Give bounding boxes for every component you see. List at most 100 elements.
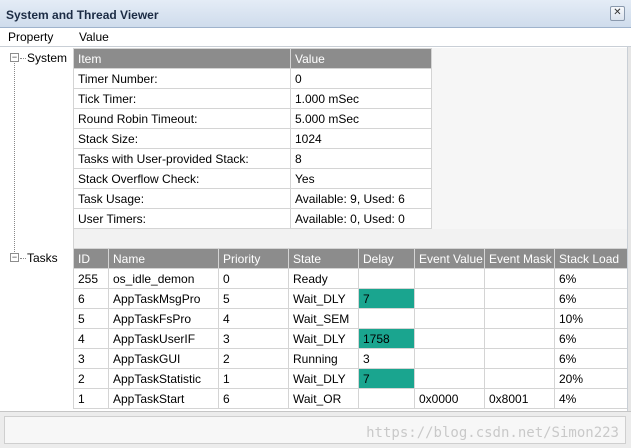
item-cell: Stack Overflow Check:	[73, 168, 291, 189]
delay-cell	[358, 388, 415, 409]
column-header-id[interactable]: ID	[73, 248, 109, 269]
name-cell: os_idle_demon	[108, 268, 219, 289]
event-value-cell: 0x0000	[414, 388, 485, 409]
column-header-delay[interactable]: Delay	[358, 248, 415, 269]
stack-load-cell: 6%	[554, 348, 628, 369]
item-cell: Round Robin Timeout:	[73, 108, 291, 129]
delay-cell: 7	[358, 368, 415, 389]
id-cell: 255	[73, 268, 109, 289]
priority-cell: 6	[218, 388, 289, 409]
event-value-cell	[414, 368, 485, 389]
value-cell: Yes	[290, 168, 432, 189]
table-row[interactable]: 1 AppTaskStart 6 Wait_OR 0x0000 0x8001 4…	[73, 388, 628, 409]
table-row[interactable]: 3 AppTaskGUI 2 Running 3 6%	[73, 348, 628, 369]
column-header-event-mask[interactable]: Event Mask	[484, 248, 555, 269]
priority-cell: 5	[218, 288, 289, 309]
id-cell: 2	[73, 368, 109, 389]
watermark-text: https://blog.csdn.net/Simon223	[366, 425, 619, 441]
name-cell: AppTaskGUI	[108, 348, 219, 369]
column-header-value[interactable]: Value	[290, 48, 432, 69]
event-mask-cell	[484, 368, 555, 389]
table-row[interactable]: Stack Size: 1024	[73, 128, 432, 149]
state-cell: Wait_OR	[288, 388, 359, 409]
id-cell: 6	[73, 288, 109, 309]
description-panel: https://blog.csdn.net/Simon223	[4, 416, 626, 444]
id-cell: 4	[73, 328, 109, 349]
close-icon[interactable]: ✕	[610, 6, 625, 21]
column-header-name[interactable]: Name	[108, 248, 219, 269]
value-cell: 8	[290, 148, 432, 169]
tree-node-tasks[interactable]: Tasks	[27, 251, 58, 265]
collapse-system-icon[interactable]: −	[10, 52, 19, 62]
priority-cell: 1	[218, 368, 289, 389]
event-mask-cell	[484, 308, 555, 329]
system-info-table: Item Value Timer Number: 0 Tick Timer: 1.0…	[73, 48, 432, 229]
column-header-value[interactable]: Value	[79, 30, 109, 44]
table-header-row: Item Value	[73, 48, 432, 69]
value-cell: Available: 9, Used: 6	[290, 188, 432, 209]
property-header-bar: Property Value	[0, 28, 631, 47]
tree-connector-line	[14, 56, 15, 256]
name-cell: AppTaskUserIF	[108, 328, 219, 349]
table-row[interactable]: 6 AppTaskMsgPro 5 Wait_DLY 7 6%	[73, 288, 628, 309]
stack-load-cell: 6%	[554, 268, 628, 289]
priority-cell: 4	[218, 308, 289, 329]
value-cell: 5.000 mSec	[290, 108, 432, 129]
event-value-cell	[414, 288, 485, 309]
state-cell: Ready	[288, 268, 359, 289]
table-row[interactable]: Stack Overflow Check: Yes	[73, 168, 432, 189]
event-value-cell	[414, 308, 485, 329]
tree-connector-line	[20, 58, 26, 59]
name-cell: AppTaskStart	[108, 388, 219, 409]
state-cell: Wait_DLY	[288, 328, 359, 349]
state-cell: Wait_DLY	[288, 368, 359, 389]
stack-load-cell: 6%	[554, 288, 628, 309]
table-row[interactable]: 2 AppTaskStatistic 1 Wait_DLY 7 20%	[73, 368, 628, 389]
delay-cell: 1758	[358, 328, 415, 349]
table-row[interactable]: Tick Timer: 1.000 mSec	[73, 88, 432, 109]
table-row[interactable]: User Timers: Available: 0, Used: 0	[73, 208, 432, 229]
state-cell: Wait_SEM	[288, 308, 359, 329]
state-cell: Wait_DLY	[288, 288, 359, 309]
column-header-property[interactable]: Property	[8, 30, 54, 44]
name-cell: AppTaskMsgPro	[108, 288, 219, 309]
value-cell: 1024	[290, 128, 432, 149]
collapse-tasks-icon[interactable]: −	[10, 252, 19, 262]
value-cell: 0	[290, 68, 432, 89]
table-row[interactable]: Tasks with User-provided Stack: 8	[73, 148, 432, 169]
column-header-event-value[interactable]: Event Value	[414, 248, 485, 269]
event-value-cell	[414, 268, 485, 289]
section-separator	[73, 229, 627, 249]
stack-load-cell: 10%	[554, 308, 628, 329]
table-row[interactable]: Round Robin Timeout: 5.000 mSec	[73, 108, 432, 129]
column-header-item[interactable]: Item	[73, 48, 291, 69]
window-title: System and Thread Viewer	[6, 8, 159, 22]
status-bar: https://blog.csdn.net/Simon223	[0, 411, 631, 448]
delay-cell: 3	[358, 348, 415, 369]
table-header-row: ID Name Priority State Delay Event Value…	[73, 248, 628, 269]
tasks-table: ID Name Priority State Delay Event Value…	[73, 248, 628, 409]
event-value-cell	[414, 328, 485, 349]
column-header-state[interactable]: State	[288, 248, 359, 269]
table-row[interactable]: Task Usage: Available: 9, Used: 6	[73, 188, 432, 209]
item-cell: User Timers:	[73, 208, 291, 229]
event-value-cell	[414, 348, 485, 369]
priority-cell: 2	[218, 348, 289, 369]
table-row[interactable]: Timer Number: 0	[73, 68, 432, 89]
table-row[interactable]: 5 AppTaskFsPro 4 Wait_SEM 10%	[73, 308, 628, 329]
value-cell: 1.000 mSec	[290, 88, 432, 109]
delay-cell	[358, 268, 415, 289]
item-cell: Task Usage:	[73, 188, 291, 209]
item-cell: Timer Number:	[73, 68, 291, 89]
table-row[interactable]: 4 AppTaskUserIF 3 Wait_DLY 1758 6%	[73, 328, 628, 349]
item-cell: Tick Timer:	[73, 88, 291, 109]
system-empty-area	[432, 48, 627, 229]
column-header-priority[interactable]: Priority	[218, 248, 289, 269]
id-cell: 3	[73, 348, 109, 369]
delay-cell	[358, 308, 415, 329]
column-header-stack-load[interactable]: Stack Load	[554, 248, 628, 269]
priority-cell: 3	[218, 328, 289, 349]
state-cell: Running	[288, 348, 359, 369]
tree-node-system[interactable]: System	[27, 51, 68, 65]
table-row[interactable]: 255 os_idle_demon 0 Ready 6%	[73, 268, 628, 289]
